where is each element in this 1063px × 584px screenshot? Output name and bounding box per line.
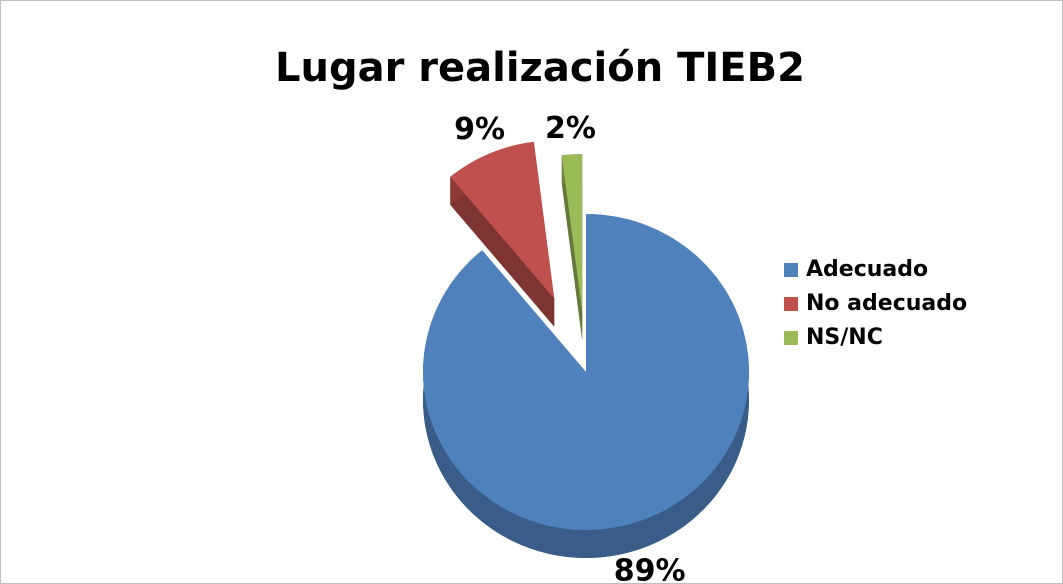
slice-edge	[561, 155, 583, 341]
slice	[561, 154, 583, 313]
slice	[422, 214, 749, 531]
legend-label: No adecuado	[806, 291, 967, 316]
slice	[450, 141, 555, 299]
legend-swatch	[784, 297, 798, 311]
data-label: 2%	[545, 111, 596, 146]
data-label: 89%	[614, 554, 686, 584]
legend-swatch	[784, 331, 798, 345]
legend-label: NS/NC	[806, 325, 883, 350]
data-label: 9%	[454, 112, 505, 147]
legend-swatch	[784, 263, 798, 277]
chart-title: Lugar realización TIEB2	[275, 45, 805, 91]
legend-label: Adecuado	[806, 257, 928, 282]
slice-edge	[450, 176, 555, 327]
